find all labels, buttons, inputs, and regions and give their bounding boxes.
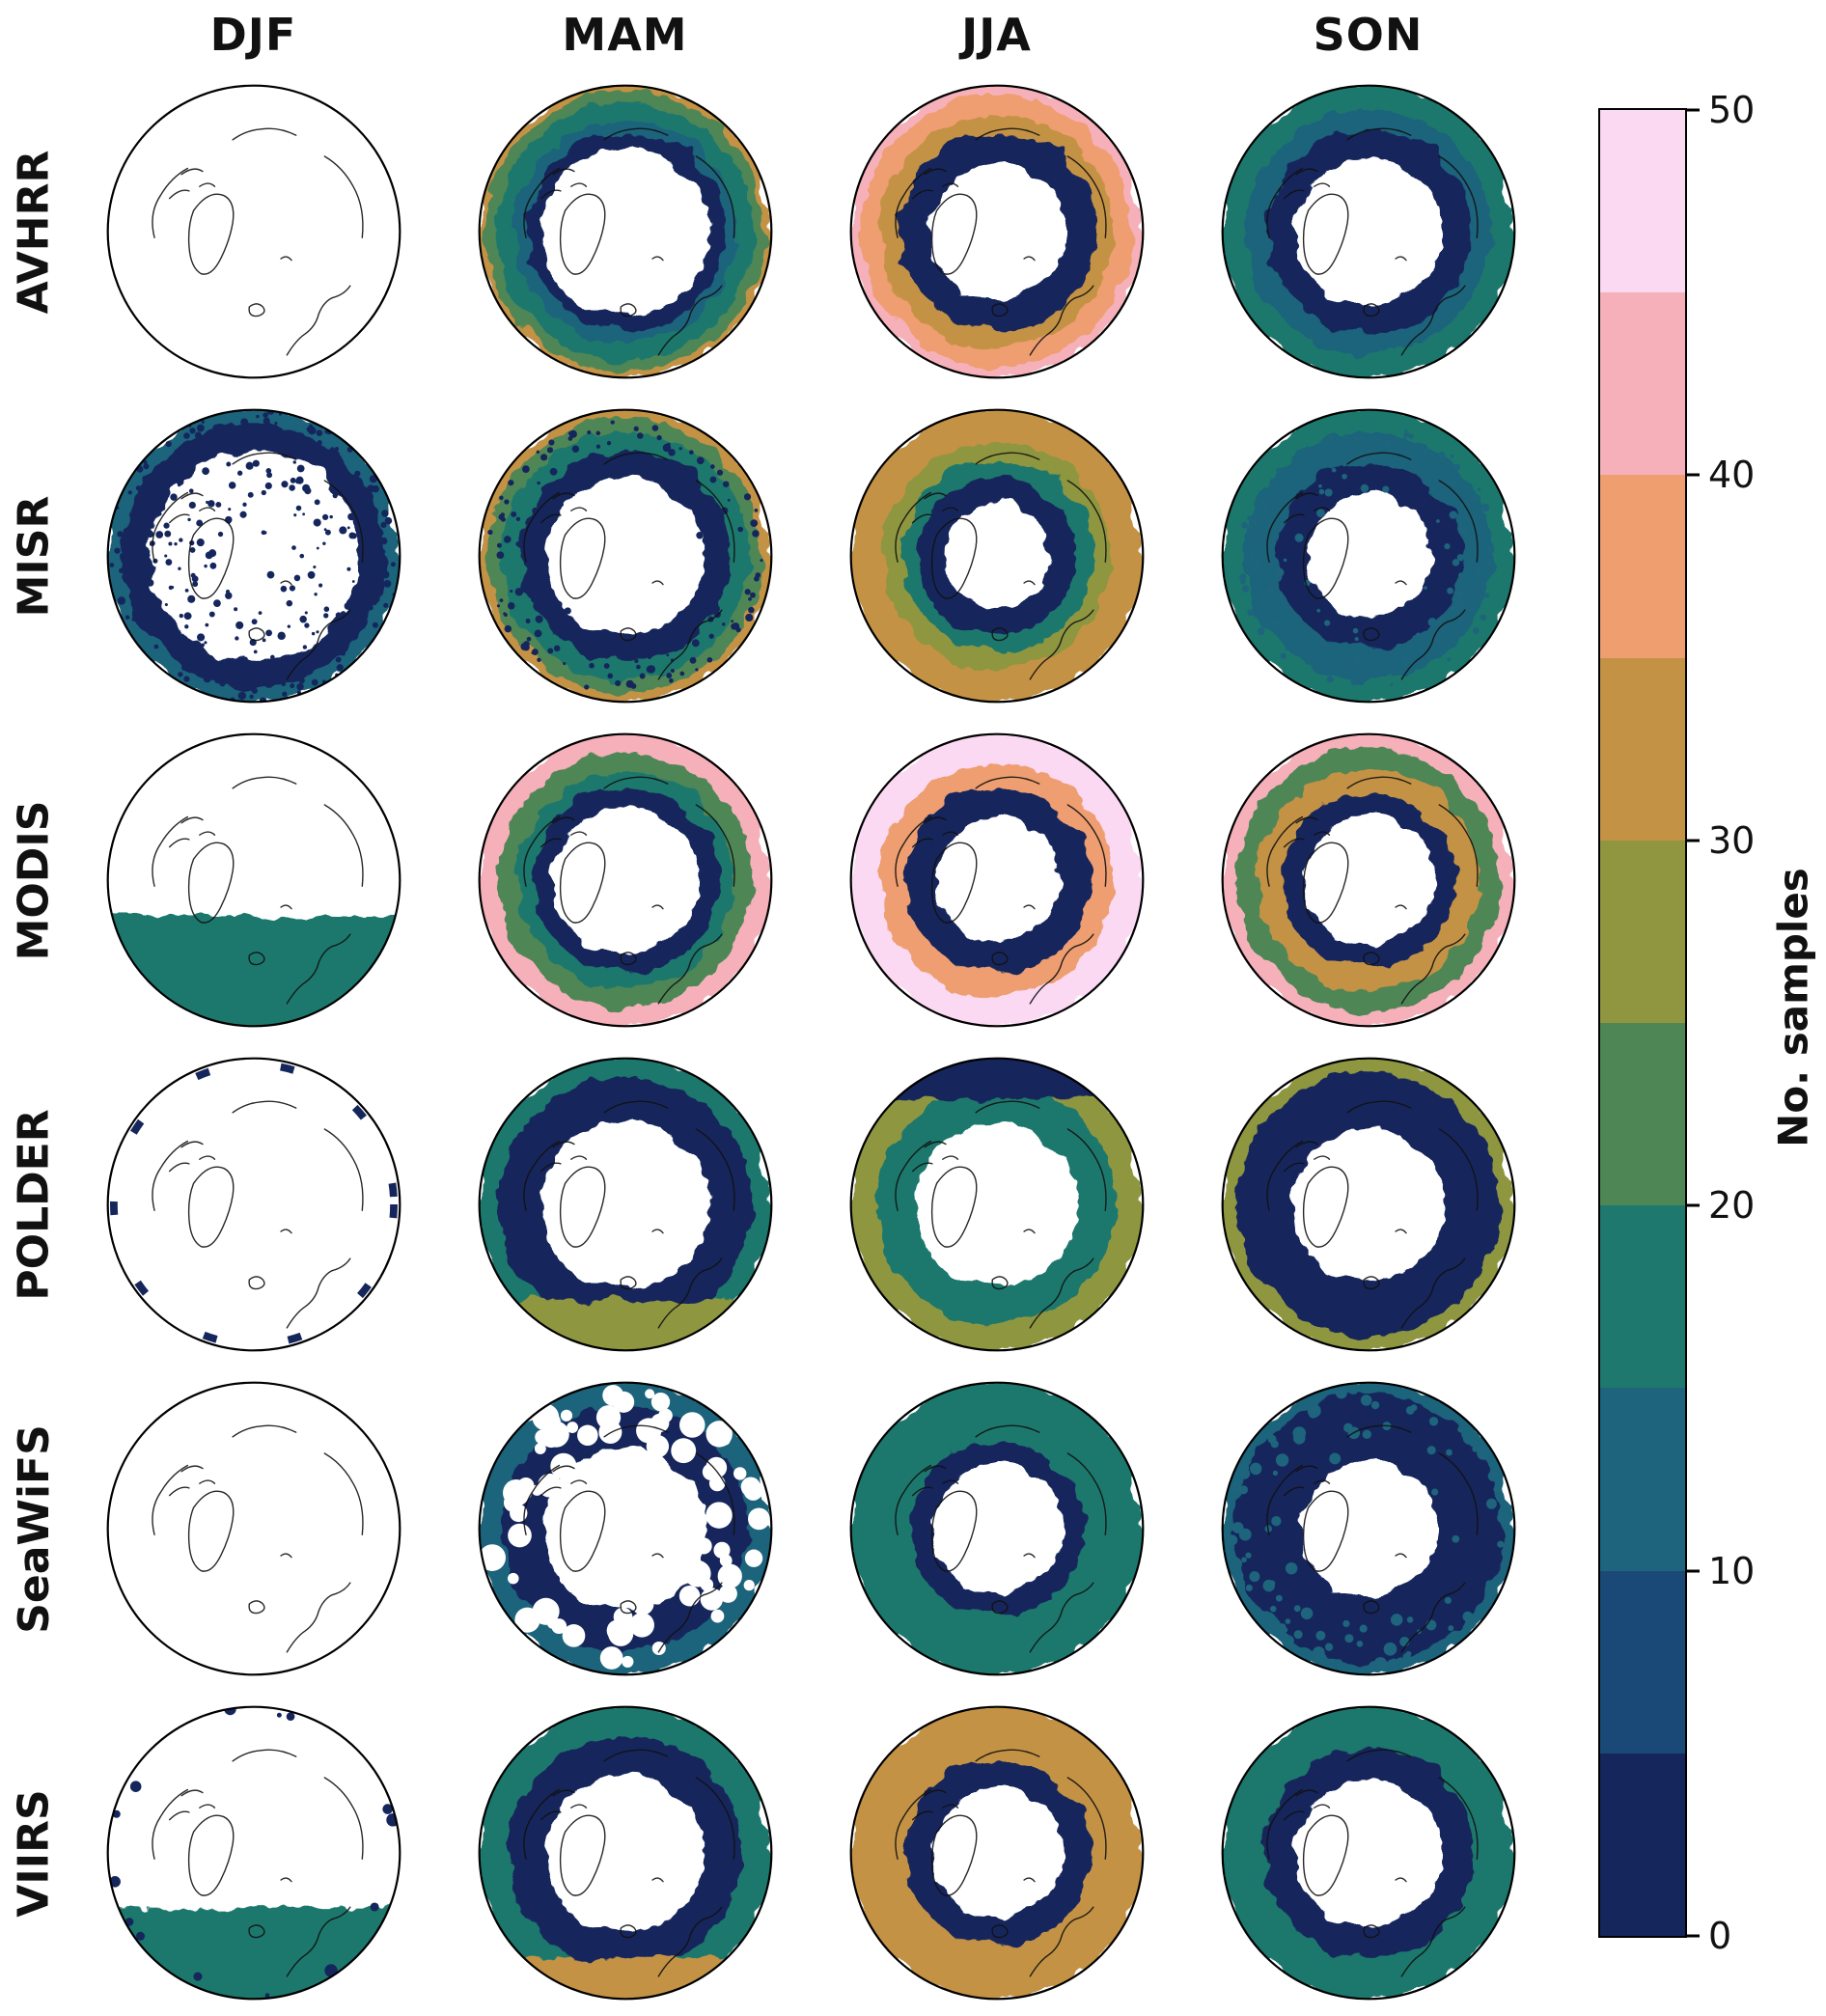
column-header-son: SON: [1313, 9, 1424, 61]
map-seawifs-djf: [68, 1367, 439, 1691]
row-label-seawifs: SeaWiFS: [9, 1423, 59, 1634]
corner-spacer: [0, 0, 68, 69]
colorbar-tick-40: 40: [1708, 454, 1756, 497]
map-misr-mam: [439, 394, 811, 718]
map-avhrr-djf: [68, 69, 439, 394]
colorbar-tick-mark: [1685, 108, 1700, 112]
column-header-jja: JJA: [961, 9, 1032, 61]
map-avhrr-mam: [439, 69, 811, 394]
map-polder-mam: [439, 1042, 811, 1367]
colorbar-area: 50 40 30 20 10 0 No. samples: [1554, 0, 1826, 2015]
map-viirs-djf: [68, 1691, 439, 2015]
row-label-avhrr: AVHRR: [9, 150, 59, 314]
row-label-modis: MODIS: [9, 800, 59, 960]
map-polder-son: [1182, 1042, 1554, 1367]
column-header-mam: MAM: [562, 9, 688, 61]
map-seawifs-jja: [811, 1367, 1182, 1691]
colorbar-tick-mark: [1685, 1203, 1700, 1207]
map-polder-jja: [811, 1042, 1182, 1367]
colorbar-tick-10: 10: [1708, 1549, 1756, 1592]
colorbar-tick-20: 20: [1708, 1184, 1756, 1228]
map-seawifs-son: [1182, 1367, 1554, 1691]
map-modis-djf: [68, 718, 439, 1042]
colorbar-label: No. samples: [1769, 868, 1817, 1147]
colorbar-tick-mark: [1685, 839, 1700, 842]
map-seawifs-mam: [439, 1367, 811, 1691]
colorbar-tick-0: 0: [1708, 1915, 1732, 1957]
map-misr-son: [1182, 394, 1554, 718]
colorbar-tick-30: 30: [1708, 818, 1756, 862]
row-label-viirs: VIIRS: [9, 1788, 59, 1918]
map-misr-jja: [811, 394, 1182, 718]
map-viirs-mam: [439, 1691, 811, 2015]
map-viirs-son: [1182, 1691, 1554, 2015]
map-viirs-jja: [811, 1691, 1182, 2015]
map-modis-son: [1182, 718, 1554, 1042]
map-avhrr-jja: [811, 69, 1182, 394]
colorbar: 50 40 30 20 10 0: [1598, 92, 1755, 1954]
colorbar-tick-mark: [1685, 1569, 1700, 1573]
colorbar-tick-50: 50: [1708, 89, 1756, 131]
map-modis-jja: [811, 718, 1182, 1042]
colorbar-tick-mark: [1685, 1934, 1700, 1938]
map-polder-djf: [68, 1042, 439, 1367]
row-label-polder: POLDER: [9, 1108, 59, 1301]
column-header-djf: DJF: [209, 9, 297, 61]
map-misr-djf: [68, 394, 439, 718]
colorbar-tick-mark: [1685, 473, 1700, 477]
map-avhrr-son: [1182, 69, 1554, 394]
row-label-misr: MISR: [9, 495, 59, 617]
map-modis-mam: [439, 718, 811, 1042]
